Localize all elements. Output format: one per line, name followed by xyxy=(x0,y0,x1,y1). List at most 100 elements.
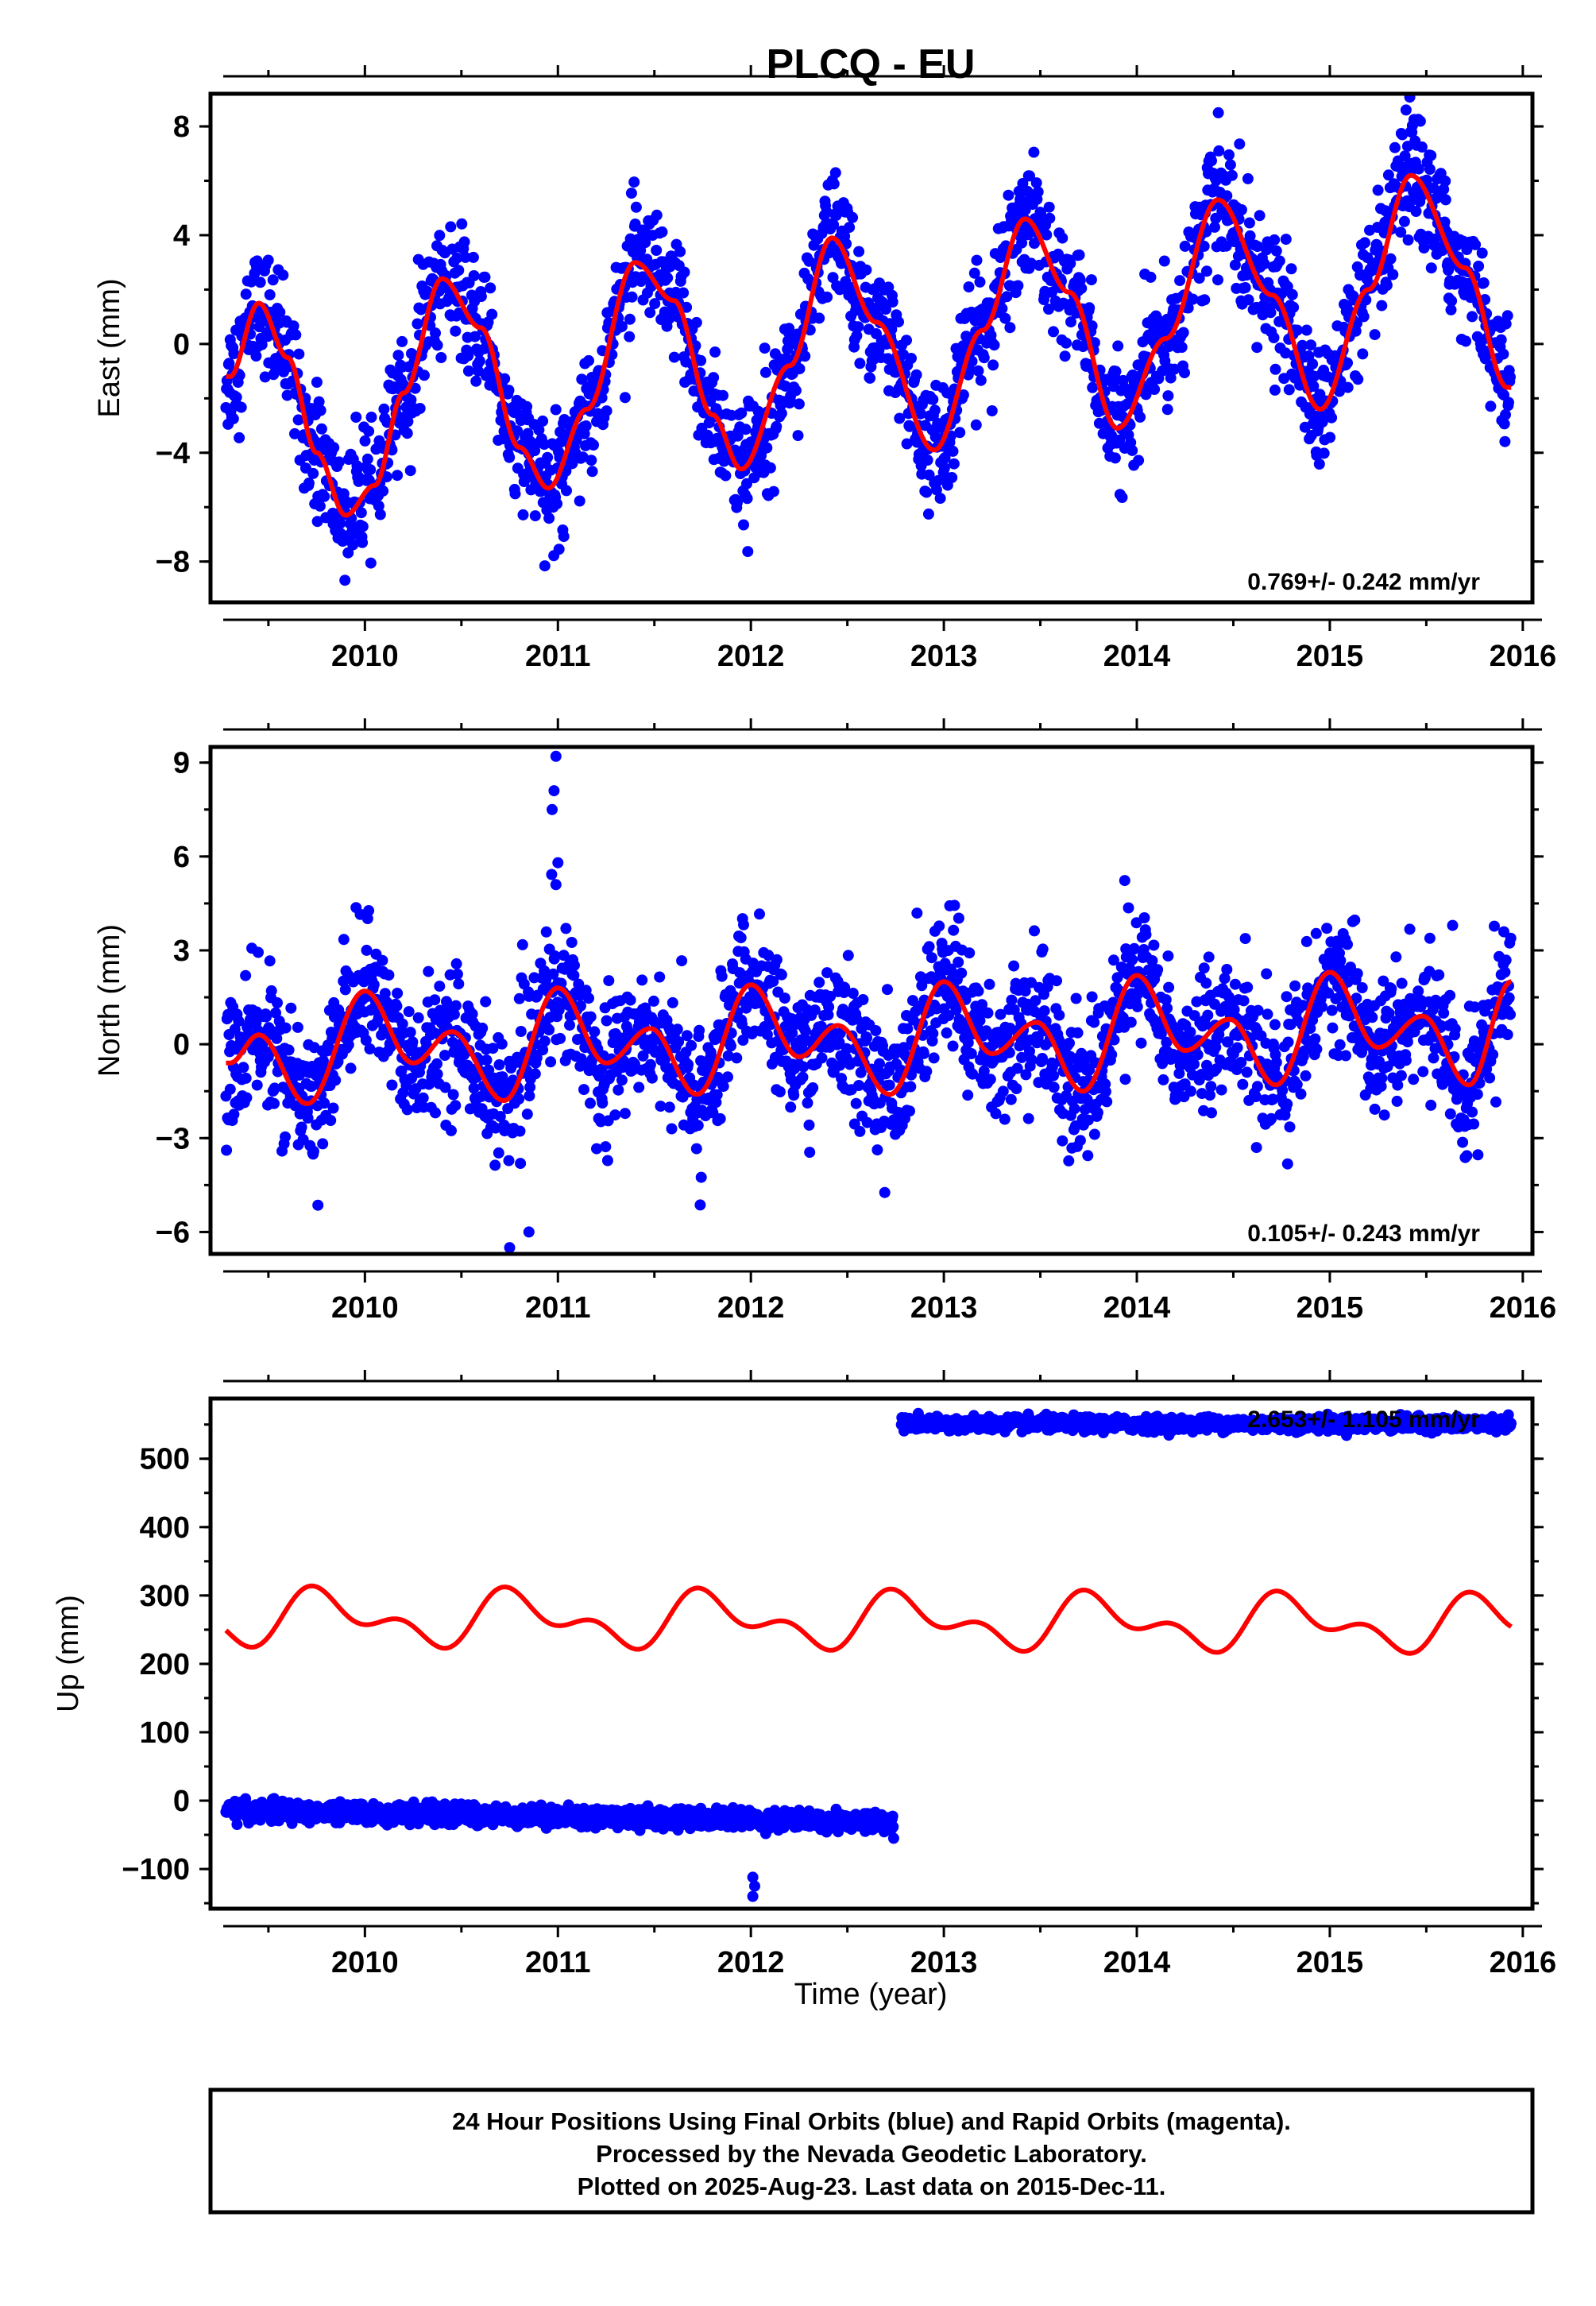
data-point xyxy=(253,946,264,958)
data-point xyxy=(240,1072,252,1084)
data-point xyxy=(238,1062,249,1074)
data-point xyxy=(574,495,585,507)
data-point xyxy=(583,992,594,1004)
data-point xyxy=(314,500,326,512)
data-point xyxy=(1057,232,1069,244)
data-point xyxy=(227,412,239,424)
data-point xyxy=(240,969,252,981)
data-point xyxy=(847,211,859,223)
data-point xyxy=(644,307,656,319)
data-point xyxy=(785,1101,797,1113)
data-point xyxy=(1099,1085,1111,1097)
data-point xyxy=(363,905,375,916)
data-point xyxy=(1048,1070,1059,1081)
data-point xyxy=(954,427,966,439)
data-point xyxy=(1400,104,1412,116)
data-point xyxy=(1212,106,1224,118)
data-point xyxy=(373,500,385,512)
data-point xyxy=(1326,412,1338,424)
data-point xyxy=(512,425,524,437)
data-point xyxy=(601,1155,613,1167)
data-point xyxy=(1151,312,1163,324)
data-point xyxy=(515,1158,527,1170)
data-point xyxy=(656,226,668,238)
data-point xyxy=(1395,1070,1407,1081)
data-point xyxy=(234,370,245,381)
data-point xyxy=(1295,1088,1307,1100)
data-point xyxy=(493,1147,504,1159)
data-point xyxy=(350,412,362,423)
data-point xyxy=(821,206,833,218)
data-point xyxy=(1221,190,1233,202)
data-point xyxy=(1187,293,1199,305)
y-tick-label: −8 xyxy=(156,546,190,579)
data-point xyxy=(1376,1073,1388,1084)
data-point xyxy=(711,1089,723,1101)
data-point xyxy=(970,419,982,431)
data-point xyxy=(396,335,408,347)
data-point xyxy=(860,264,872,276)
data-point xyxy=(671,1023,683,1035)
data-point xyxy=(984,1074,996,1085)
data-point xyxy=(1109,452,1121,464)
data-point xyxy=(1016,1051,1028,1063)
data-point xyxy=(1076,282,1088,294)
data-point xyxy=(1460,335,1472,347)
data-point xyxy=(1369,1103,1381,1115)
data-point xyxy=(1254,210,1266,222)
data-point xyxy=(854,1125,866,1137)
data-point xyxy=(851,330,863,342)
data-point xyxy=(271,1032,283,1044)
data-point xyxy=(1101,1096,1113,1108)
data-point xyxy=(950,1004,962,1016)
x-tick-label: 2010 xyxy=(331,640,399,673)
data-point xyxy=(568,969,580,981)
data-point xyxy=(1086,991,1098,1003)
data-point xyxy=(1291,324,1303,336)
data-point xyxy=(345,1062,357,1074)
data-point xyxy=(1026,977,1037,989)
data-point xyxy=(803,1119,815,1131)
data-point xyxy=(412,1012,424,1023)
data-point xyxy=(1043,304,1054,315)
data-point xyxy=(748,958,759,969)
data-point xyxy=(681,1030,693,1042)
data-point xyxy=(401,428,413,439)
data-point xyxy=(630,201,642,213)
data-point xyxy=(577,451,589,463)
data-point xyxy=(822,1009,834,1021)
data-point xyxy=(844,222,856,234)
data-point xyxy=(1184,1026,1196,1038)
data-point xyxy=(972,365,984,377)
data-point xyxy=(469,331,481,342)
data-point xyxy=(644,1058,656,1070)
data-point xyxy=(1029,238,1040,250)
data-point xyxy=(494,1111,506,1122)
data-point xyxy=(1389,141,1401,153)
data-point xyxy=(456,218,468,230)
data-point xyxy=(1024,1046,1035,1057)
x-tick-label: 2012 xyxy=(717,1291,785,1325)
data-point xyxy=(543,513,555,524)
data-point xyxy=(1029,925,1040,937)
data-point xyxy=(1326,1004,1338,1016)
data-point xyxy=(1046,286,1057,298)
data-point xyxy=(1019,985,1031,997)
data-point xyxy=(1500,408,1511,420)
data-point xyxy=(272,997,283,1008)
data-point xyxy=(524,1081,536,1093)
data-point xyxy=(775,969,787,981)
data-point xyxy=(251,1079,263,1091)
data-point xyxy=(1149,384,1161,395)
data-point xyxy=(419,370,430,381)
data-point xyxy=(948,458,960,470)
plot-area xyxy=(220,750,1517,1254)
data-point xyxy=(771,954,783,965)
data-point xyxy=(978,352,990,364)
data-point xyxy=(1273,255,1285,267)
data-point xyxy=(1081,1093,1093,1105)
data-point xyxy=(1213,145,1225,157)
data-point xyxy=(673,1036,685,1047)
data-point xyxy=(589,1026,601,1038)
